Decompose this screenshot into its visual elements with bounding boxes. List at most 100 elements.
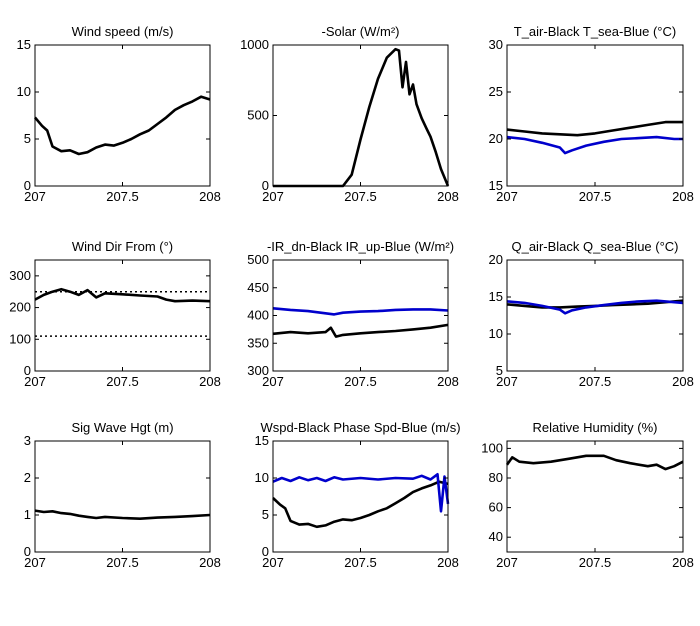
plot-frame: [506, 44, 684, 187]
x-tick-label: 207: [262, 555, 284, 570]
chart-panel-1: Wind speed (m/s) 207 207.5 208 0 5 10 15: [17, 24, 221, 204]
y-tick-label: 10: [17, 84, 31, 99]
y-tick-label: 15: [489, 178, 503, 193]
y-tick-label: 0: [24, 544, 31, 559]
x-tick-label: 208: [437, 189, 459, 204]
y-tick-label: 3: [24, 433, 31, 448]
y-tick-label: 0: [24, 363, 31, 378]
y-tick-label: 10: [489, 326, 503, 341]
y-tick-label: 1: [24, 507, 31, 522]
chart-panel-3: T_air-Black T_sea-Blue (°C) 207 207.5 208 15…: [489, 24, 694, 204]
chart-panel-6: Q_air-Black Q_sea-Blue (°C) 207 207.5 208 5 1…: [489, 239, 694, 389]
x-tick-label: 207.5: [106, 555, 139, 570]
chart-panel-7: Sig Wave Hgt (m) 207 207.5 208 0 1 2 3: [24, 420, 221, 570]
y-tick-label: 100: [481, 440, 503, 455]
y-tick-label: 450: [247, 280, 269, 295]
x-tick-label: 207.5: [579, 189, 612, 204]
series-line-1: [34, 287, 211, 303]
series-line-2: [272, 473, 450, 513]
series-line-1: [272, 323, 449, 338]
x-tick-label: 207: [496, 374, 518, 389]
y-tick-label: 500: [247, 252, 269, 267]
chart-title: Wind Dir From (°): [72, 239, 173, 254]
series-line-1: [34, 95, 211, 156]
plot-frame: [506, 259, 684, 372]
series-line-1: [273, 47, 450, 188]
x-tick-label: 207.5: [344, 374, 377, 389]
chart-title: Q_air-Black Q_sea-Blue (°C): [511, 239, 678, 254]
x-tick-label: 207: [496, 189, 518, 204]
x-tick-label: 207: [262, 374, 284, 389]
x-tick-label: 207.5: [344, 555, 377, 570]
y-tick-label: 300: [9, 268, 31, 283]
x-tick-label: 207.5: [106, 189, 139, 204]
plot-frame: [272, 440, 449, 553]
x-tick-label: 207.5: [106, 374, 139, 389]
chart-panel-4: Wind Dir From (°) 207 207.5 208 0 100 200 300: [9, 239, 221, 389]
x-tick-label: 207: [24, 555, 46, 570]
y-tick-label: 400: [247, 308, 269, 323]
x-tick-label: 208: [199, 555, 221, 570]
series-line-2: [506, 135, 683, 155]
chart-title: Relative Humidity (%): [533, 420, 658, 435]
series-line-1: [506, 120, 683, 137]
y-tick-label: 10: [255, 470, 269, 485]
y-tick-label: 0: [262, 544, 269, 559]
plot-frame: [272, 259, 449, 372]
y-tick-label: 60: [489, 500, 503, 515]
y-tick-label: 200: [9, 300, 31, 315]
series-line-2: [272, 307, 449, 316]
y-tick-label: 15: [255, 433, 269, 448]
y-tick-label: 80: [489, 470, 503, 485]
chart-title: Wspd-Black Phase Spd-Blue (m/s): [260, 420, 460, 435]
x-tick-label: 207.5: [344, 189, 377, 204]
y-tick-label: 15: [489, 289, 503, 304]
y-tick-label: 20: [489, 131, 503, 146]
plot-frame: [506, 440, 684, 553]
x-tick-label: 208: [199, 189, 221, 204]
y-tick-label: 20: [489, 252, 503, 267]
y-tick-label: 25: [489, 84, 503, 99]
chart-title: Wind speed (m/s): [72, 24, 174, 39]
x-tick-label: 207: [262, 189, 284, 204]
plot-frame: [34, 44, 211, 187]
y-tick-label: 1000: [240, 37, 269, 52]
series-line-1: [34, 509, 211, 520]
x-tick-label: 208: [672, 555, 694, 570]
x-tick-label: 208: [672, 189, 694, 204]
y-tick-label: 30: [489, 37, 503, 52]
series-line-1: [272, 480, 449, 529]
y-tick-label: 0: [24, 178, 31, 193]
x-tick-label: 208: [437, 374, 459, 389]
x-tick-label: 207: [496, 555, 518, 570]
x-tick-label: 208: [199, 374, 221, 389]
plot-frame: [34, 259, 211, 372]
chart-panel-5: -IR_dn-Black IR_up-Blue (W/m²) 207 207.5 20…: [247, 239, 459, 389]
y-tick-label: 40: [489, 529, 503, 544]
chart-panel-2: -Solar (W/m²) 207 207.5 208 0 500 1000: [240, 24, 459, 204]
x-tick-label: 207.5: [579, 555, 612, 570]
y-tick-label: 15: [17, 37, 31, 52]
y-tick-label: 500: [247, 108, 269, 123]
x-tick-label: 207: [24, 189, 46, 204]
y-tick-label: 5: [262, 507, 269, 522]
chart-title: -Solar (W/m²): [322, 24, 400, 39]
chart-panel-9: Relative Humidity (%) 207 207.5 208 40 60 80 10…: [481, 420, 694, 570]
x-tick-label: 207: [24, 374, 46, 389]
y-tick-label: 300: [247, 363, 269, 378]
series-line-1: [505, 454, 684, 471]
chart-title: Sig Wave Hgt (m): [71, 420, 173, 435]
chart-title: -IR_dn-Black IR_up-Blue (W/m²): [267, 239, 454, 254]
x-tick-label: 208: [437, 555, 459, 570]
y-tick-label: 350: [247, 335, 269, 350]
y-tick-label: 5: [496, 363, 503, 378]
x-tick-label: 207.5: [579, 374, 612, 389]
y-tick-label: 5: [24, 131, 31, 146]
y-tick-label: 0: [262, 178, 269, 193]
chart-title: T_air-Black T_sea-Blue (°C): [514, 24, 676, 39]
y-tick-label: 100: [9, 331, 31, 346]
chart-panel-8: Wspd-Black Phase Spd-Blue (m/s) 207 207.5 2…: [255, 420, 461, 570]
x-tick-label: 208: [672, 374, 694, 389]
plot-frame: [34, 440, 211, 553]
